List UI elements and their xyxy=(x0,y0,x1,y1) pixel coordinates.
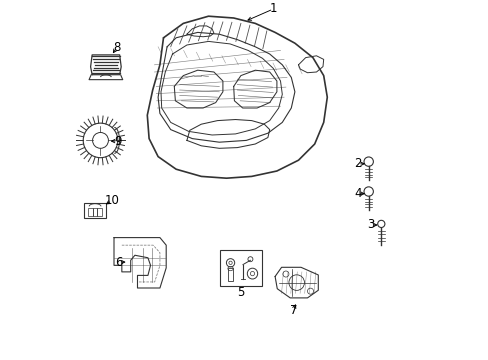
Bar xyxy=(220,250,261,286)
Text: 2: 2 xyxy=(353,157,361,170)
Text: 10: 10 xyxy=(104,194,119,207)
Text: 8: 8 xyxy=(113,41,120,54)
Bar xyxy=(87,208,92,216)
Text: 5: 5 xyxy=(237,286,244,299)
Bar xyxy=(92,208,97,216)
Text: 7: 7 xyxy=(289,304,297,317)
Text: 9: 9 xyxy=(114,135,122,148)
Text: 3: 3 xyxy=(366,219,373,231)
Bar xyxy=(97,208,102,216)
Bar xyxy=(227,268,233,281)
Text: 1: 1 xyxy=(269,3,277,15)
Text: 4: 4 xyxy=(353,187,361,200)
Text: 6: 6 xyxy=(115,256,122,269)
Bar xyxy=(84,203,106,218)
